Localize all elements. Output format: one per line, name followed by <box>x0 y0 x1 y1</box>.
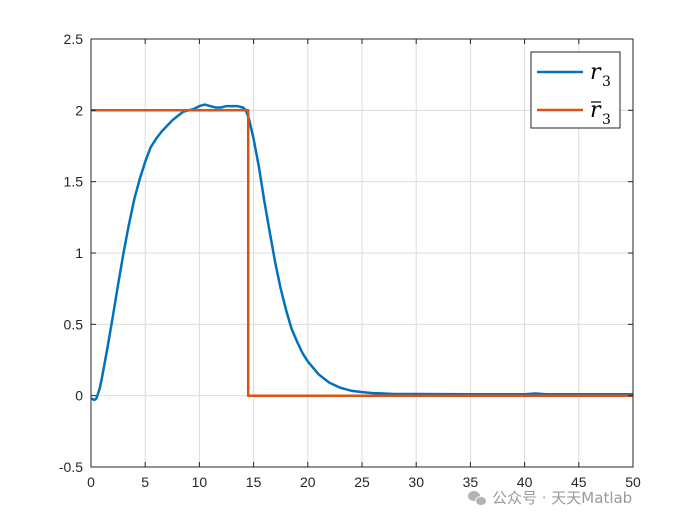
x-tick-label: 5 <box>141 474 149 490</box>
x-tick-label: 45 <box>571 474 587 490</box>
y-tick-label: -0.5 <box>59 459 83 475</box>
legend-label-sub-2: 3 <box>602 112 611 128</box>
y-tick-label: 1 <box>75 245 83 261</box>
wechat-icon <box>468 491 487 506</box>
watermark: 公众号 · 天天Matlab <box>468 487 632 508</box>
x-tick-label: 15 <box>246 474 262 490</box>
series-lines <box>90 103 633 402</box>
legend-box <box>530 51 621 129</box>
x-tick-label: 40 <box>517 474 533 490</box>
series-line-1 <box>90 103 633 402</box>
y-tick-label: 0 <box>75 388 83 404</box>
y-tick-label: 0.5 <box>64 316 84 332</box>
x-tick-label: 10 <box>192 474 208 490</box>
legend: r 3r 3 <box>530 51 621 129</box>
watermark-text: 公众号 · 天天Matlab <box>492 489 633 507</box>
x-tick-label: 35 <box>463 474 479 490</box>
y-tick-label: 2 <box>75 102 83 118</box>
legend-label-2: r <box>590 98 602 123</box>
legend-label-sub-1: 3 <box>602 74 611 90</box>
axis-ticks: 0 5 10 15 20 25 30 35 40 45 50-0.500.511.522.5 <box>59 31 641 490</box>
legend-label-1: r <box>590 60 602 85</box>
series-line-2 <box>91 109 633 397</box>
x-tick-label: 20 <box>300 474 316 490</box>
y-tick-label: 2.5 <box>64 31 84 47</box>
x-tick-label: 30 <box>408 474 424 490</box>
x-tick-label: 0 <box>87 474 95 490</box>
x-tick-label: 25 <box>354 474 370 490</box>
y-tick-label: 1.5 <box>64 174 84 190</box>
x-tick-label: 50 <box>625 474 641 490</box>
